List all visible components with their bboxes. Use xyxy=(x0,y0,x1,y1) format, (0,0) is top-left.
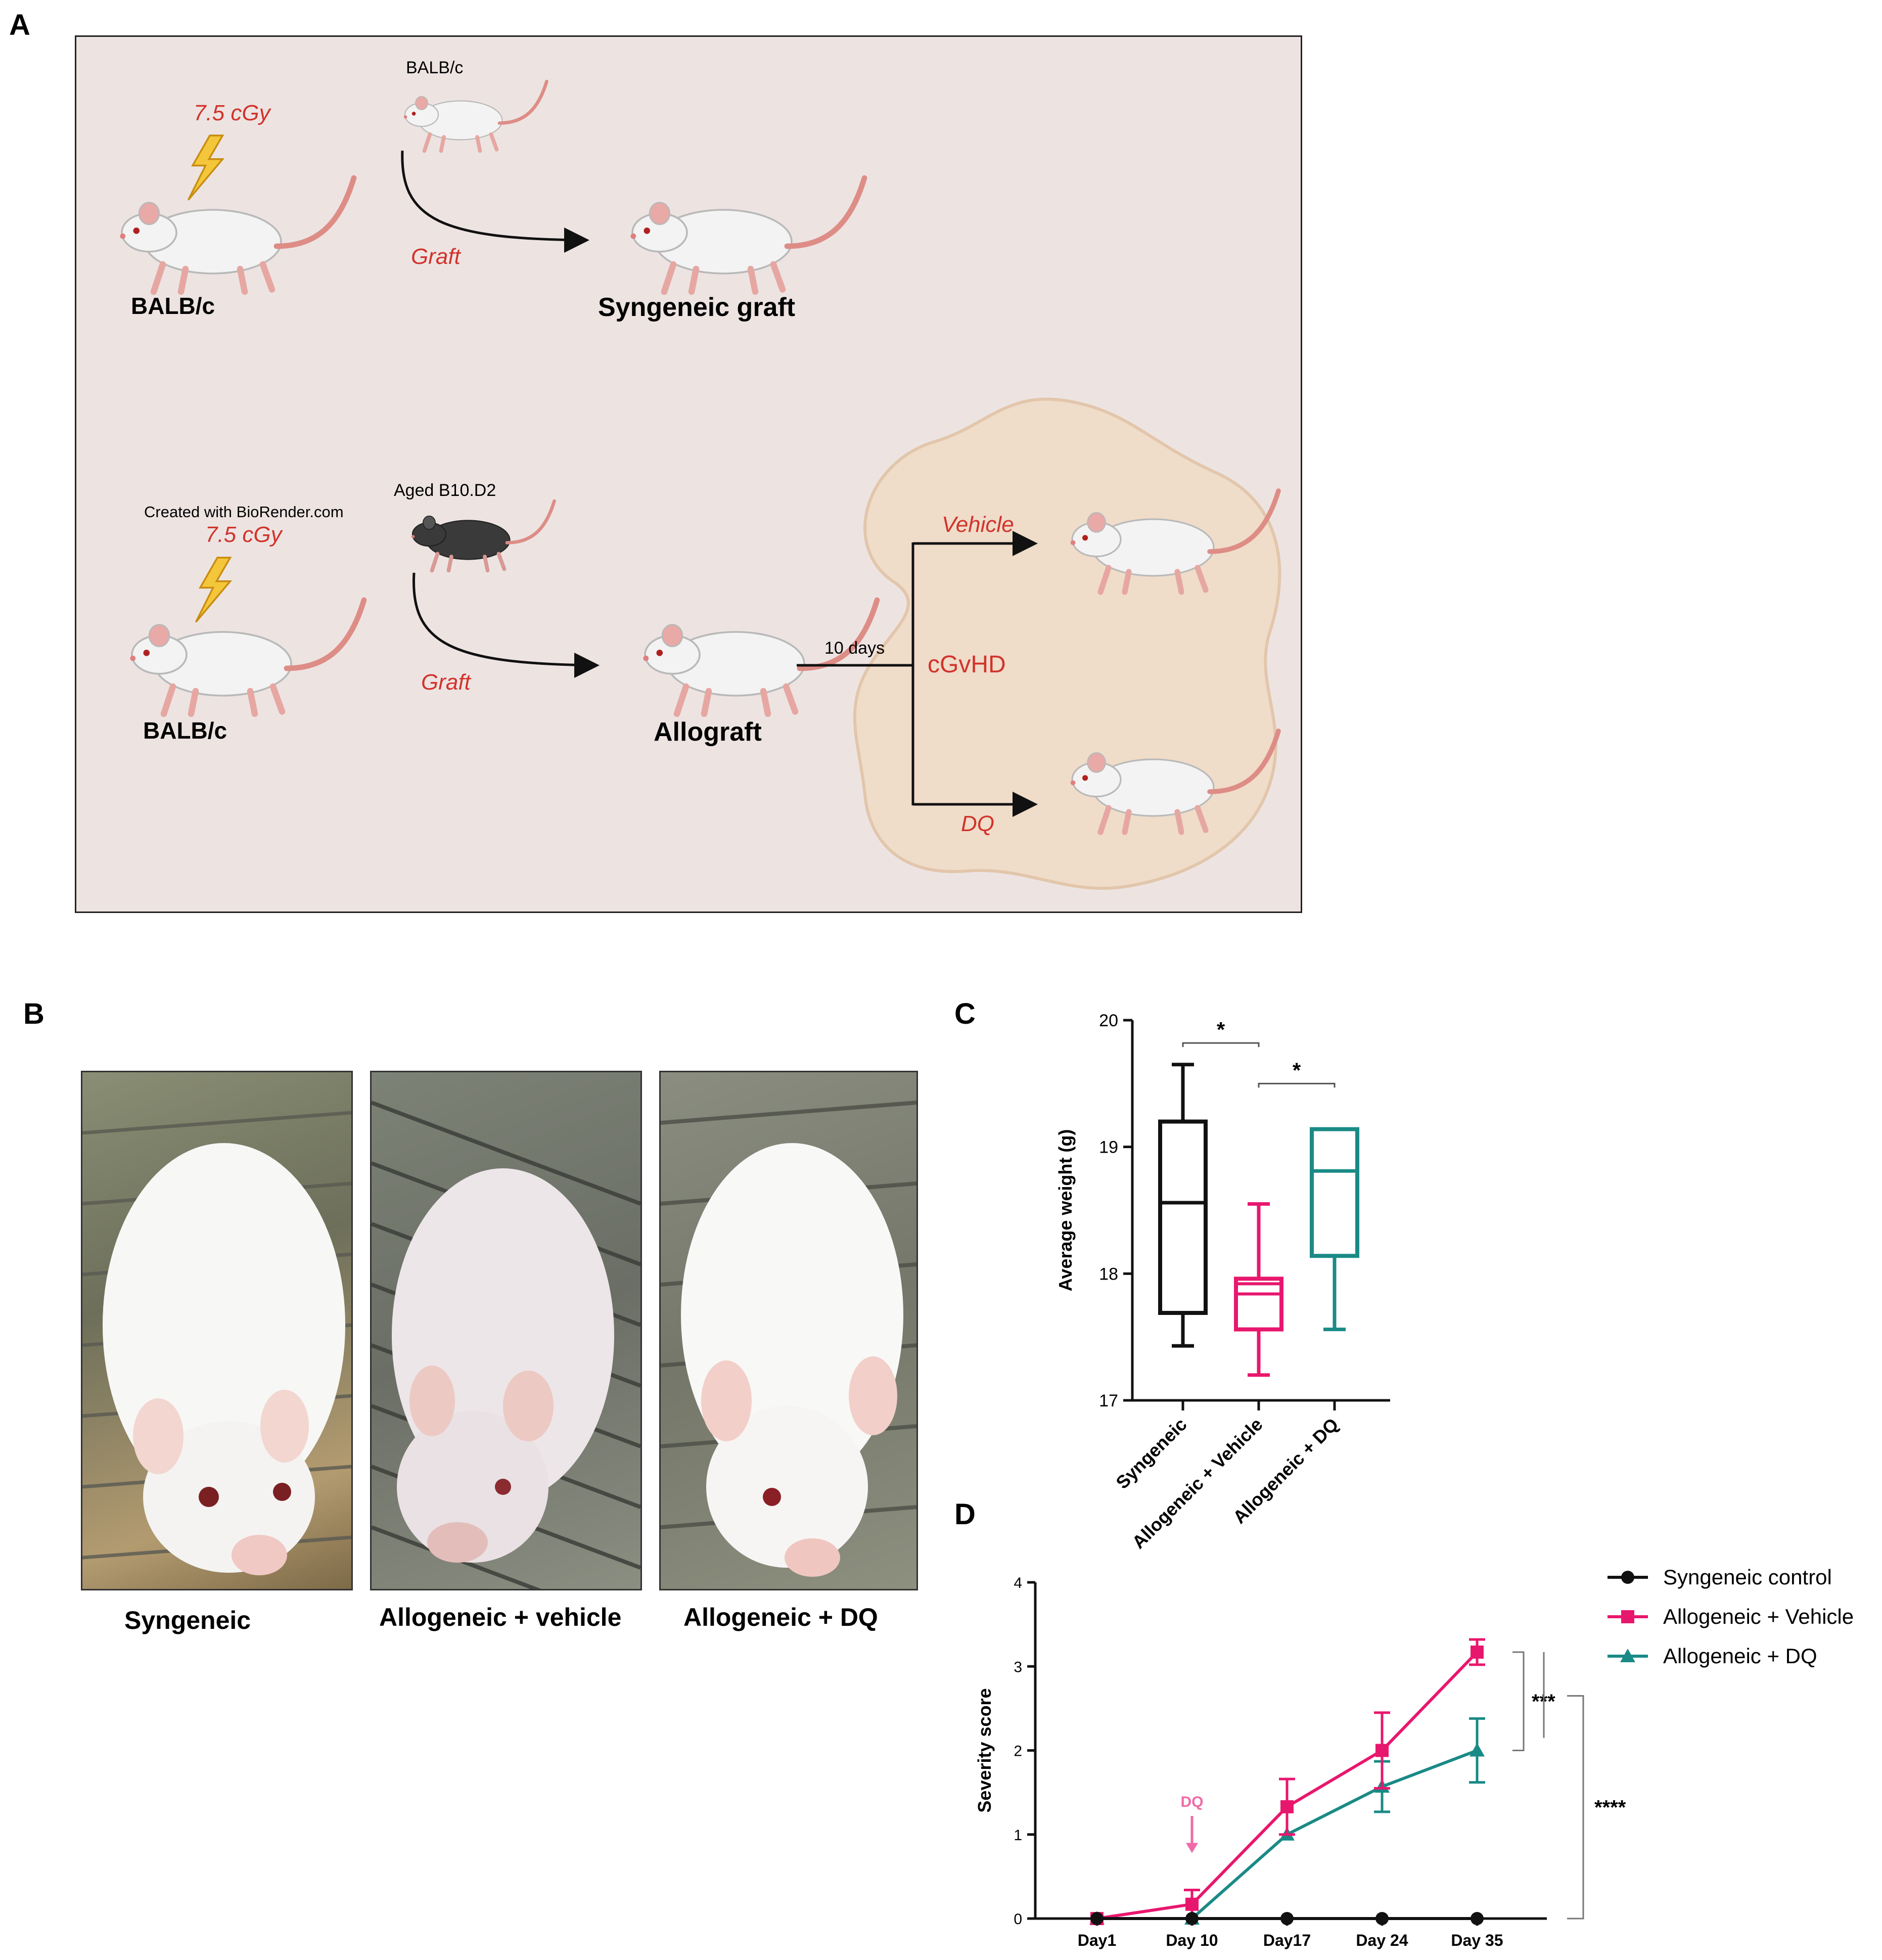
data-point xyxy=(1185,1912,1199,1925)
x-tick-label: Allogeneic + Vehicle xyxy=(1128,1414,1266,1553)
legend-label: Allogeneic + DQ xyxy=(1663,1644,1817,1668)
significance-bracket xyxy=(1512,1651,1525,1751)
y-tick-label: 0 xyxy=(1014,1911,1022,1928)
photo-allogeneic-vehicle xyxy=(370,1071,642,1590)
photo-allogeneic-dq xyxy=(659,1071,918,1590)
top-dose-label: 7.5 cGy xyxy=(194,101,270,125)
bottom-recipient-mouse xyxy=(130,600,364,714)
panel-label-a: A xyxy=(9,9,30,41)
bottom-donor-label: Aged B10.D2 xyxy=(394,481,496,500)
x-tick-label: Day1 xyxy=(1078,1931,1117,1949)
significance-label: * xyxy=(1293,1058,1301,1082)
x-tick-label: Day17 xyxy=(1263,1931,1311,1949)
x-tick-label: Syngeneic xyxy=(1112,1414,1190,1493)
series-1 xyxy=(1090,1638,1485,1925)
bottom-graft-label: Graft xyxy=(421,670,471,695)
y-tick-label: 1 xyxy=(1014,1827,1022,1844)
top-donor-label: BALB/c xyxy=(406,58,464,77)
data-point xyxy=(1470,1743,1485,1757)
top-donor-mouse xyxy=(404,81,547,151)
data-point xyxy=(1280,1800,1294,1813)
data-point xyxy=(1620,1649,1635,1662)
significance-bracket xyxy=(1258,1082,1336,1088)
box-group xyxy=(1310,1127,1359,1332)
bottom-irradiation-icon xyxy=(195,557,232,623)
legend-entry: Allogeneic + Vehicle xyxy=(1608,1605,1854,1628)
top-recipient-label: BALB/c xyxy=(131,293,215,319)
data-point xyxy=(1471,1912,1484,1925)
y-tick-label: 4 xyxy=(1014,1575,1022,1591)
legend-entry: Allogeneic + DQ xyxy=(1608,1644,1817,1668)
data-point xyxy=(1280,1912,1294,1925)
interval-label: 10 days xyxy=(824,639,885,658)
x-tick-label: Day 35 xyxy=(1451,1931,1503,1949)
schematic-drawing xyxy=(76,37,1304,890)
data-point xyxy=(1621,1610,1634,1623)
top-result-label: Syngeneic graft xyxy=(598,293,796,322)
dq-annotation-arrowhead xyxy=(1186,1843,1198,1853)
bottom-recipient-label: BALB/c xyxy=(143,717,227,744)
x-tick-label: Day 24 xyxy=(1356,1931,1408,1949)
data-point xyxy=(1185,1897,1199,1911)
photo-syngeneic xyxy=(81,1071,353,1590)
dq-label: DQ xyxy=(961,811,994,836)
dq-annotation-label: DQ xyxy=(1181,1794,1204,1810)
series-0 xyxy=(1090,1912,1484,1925)
box-group xyxy=(1234,1202,1283,1377)
data-point xyxy=(1375,1744,1389,1757)
y-axis-title: Severity score xyxy=(974,1688,995,1812)
data-point xyxy=(1090,1912,1104,1925)
top-donor-arrow xyxy=(401,150,585,242)
top-graft-label: Graft xyxy=(411,244,461,269)
y-axis-title: Average weight (g) xyxy=(1055,1129,1076,1292)
y-tick-label: 19 xyxy=(1099,1138,1118,1157)
bottom-dose-label: 7.5 cGy xyxy=(205,522,282,547)
box xyxy=(1158,1119,1208,1315)
data-point xyxy=(1471,1645,1484,1659)
significance-bracket xyxy=(1567,1695,1584,1920)
legend-label: Allogeneic + Vehicle xyxy=(1663,1605,1854,1628)
cgvhd-region xyxy=(853,397,1281,890)
top-result-mouse xyxy=(630,178,864,292)
data-point xyxy=(1375,1912,1389,1925)
panel-label-b: B xyxy=(23,997,44,1030)
box-group xyxy=(1158,1063,1208,1348)
y-tick-label: 20 xyxy=(1099,1011,1118,1030)
legend-label: Syngeneic control xyxy=(1663,1565,1832,1589)
box xyxy=(1234,1277,1283,1332)
top-recipient-mouse xyxy=(120,178,354,292)
severity-chart: 0 1 2 3 4 Severity score Day1 Day 10 Day17 Day 24… xyxy=(960,1542,1882,1957)
vehicle-label: Vehicle xyxy=(942,512,1014,537)
top-irradiation-icon xyxy=(187,134,224,201)
significance-label: **** xyxy=(1594,1797,1626,1819)
data-point xyxy=(1621,1571,1634,1584)
biorender-credit: Created with BioRender.com xyxy=(144,503,344,521)
boxplot-chart: 17 18 19 20 Average weight (g) Syngeneic Allog… xyxy=(1036,1001,1441,1587)
legend-entry: Syngeneic control xyxy=(1608,1565,1832,1589)
caption-allogeneic-vehicle: Allogeneic + vehicle xyxy=(379,1603,622,1631)
bottom-donor-mouse xyxy=(411,501,555,571)
panel-label-c: C xyxy=(954,997,976,1030)
y-tick-label: 17 xyxy=(1099,1391,1118,1410)
caption-allogeneic-dq: Allogeneic + DQ xyxy=(683,1603,878,1631)
y-tick-label: 18 xyxy=(1099,1264,1118,1284)
caption-syngeneic: Syngeneic xyxy=(124,1606,251,1634)
bottom-result-label: Allograft xyxy=(654,717,762,747)
disease-label: cGvHD xyxy=(928,651,1006,678)
schematic-panel: 7.5 cGy BALB/c BALB/c Graft Syngeneic gr… xyxy=(75,35,1302,913)
x-tick-label: Day 10 xyxy=(1166,1931,1218,1949)
significance-label: * xyxy=(1217,1018,1225,1041)
significance-bracket xyxy=(1182,1042,1260,1047)
panel-label-d: D xyxy=(954,1498,976,1531)
box xyxy=(1310,1127,1359,1258)
y-tick-label: 3 xyxy=(1014,1659,1022,1675)
y-tick-label: 2 xyxy=(1014,1743,1022,1760)
bottom-donor-arrow xyxy=(412,572,595,667)
